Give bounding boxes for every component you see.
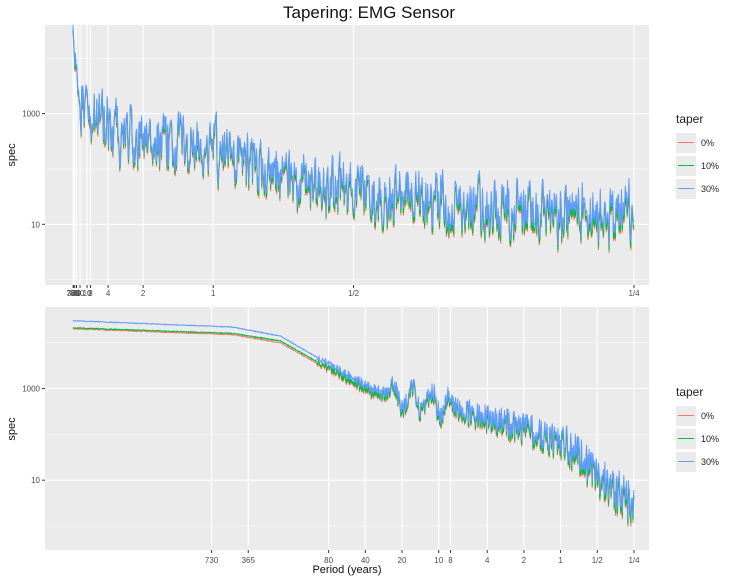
legend-key-10 [676,428,696,449]
legend-key-0 [676,405,696,426]
bottom-x-tick-label: 80 [324,556,333,565]
top-y-tick-label: 10 [31,220,40,229]
bottom-x-tick-label: 2 [522,556,527,565]
top-x-tick-label: 365 [67,289,81,298]
top-y-axis-title: spec [6,143,18,167]
bottom-plot: 10 1000 730 365 80 40 20 10 8 4 2 1 1/2 1/4 spec [6,307,649,565]
bottom-legend-item-0: 0% [676,404,738,427]
bottom-x-tick-label: 1/4 [628,556,640,565]
x-axis-title: Period (years) [312,564,382,576]
bottom-y-tick-label: 10 [31,476,40,485]
bottom-series-line-10% [72,327,635,524]
bottom-x-tick-label: 730 [205,556,219,565]
top-x-tick-label: 1 [211,289,216,298]
top-series-line-30% [72,24,635,245]
top-legend-item-30: 30% [676,177,738,200]
bottom-series [72,319,635,527]
legend-label-30: 30% [701,456,720,467]
bottom-x-tick-label: 365 [242,556,256,565]
bottom-y-axis-title: spec [6,417,18,441]
legend-label-10: 10% [701,160,720,171]
bottom-legend-item-30: 30% [676,450,738,473]
top-x-tick-label: 20 [76,289,85,298]
legend-key-30 [676,178,696,199]
bottom-legend-title: taper [676,385,704,399]
top-x-tick-label: 10 [83,289,92,298]
top-y-axis: 10 1000 [22,110,45,229]
bottom-legend-item-10: 10% [676,427,738,450]
bottom-x-axis: 730 365 80 40 20 10 8 4 2 1 1/2 1/4 [205,550,640,565]
bottom-x-tick-label: 1/2 [592,556,604,565]
top-x-tick-label: 80 [70,289,79,298]
top-x-tick-label: 2 [141,289,146,298]
bottom-y-tick-label: 1000 [22,385,40,394]
bottom-legend: taper 0% 10% 30% [676,385,738,473]
bottom-x-tick-label: 8 [448,556,453,565]
legend-key-10 [676,155,696,176]
bottom-x-tick-label: 20 [398,556,407,565]
legend-label-0: 0% [701,410,715,421]
bottom-x-tick-label: 1 [558,556,563,565]
legend-label-30: 30% [701,183,720,194]
bottom-series-line-30% [72,319,635,519]
top-panel-background [45,25,649,285]
chart-title: Tapering: EMG Sensor [283,3,455,22]
top-x-tick-label: 730 [67,289,81,298]
top-series [72,24,635,253]
legend-label-10: 10% [701,433,720,444]
bottom-x-tick-label: 40 [361,556,370,565]
legend-label-0: 0% [701,137,715,148]
top-x-tick-label: 8 [88,289,93,298]
top-x-tick-label: 1/2 [348,289,360,298]
bottom-y-axis: 10 1000 [22,385,45,485]
top-x-tick-label: 1/4 [628,289,640,298]
bottom-x-tick-label: 4 [485,556,490,565]
top-legend: taper 0% 10% 30% [676,112,738,200]
bottom-panel-background [45,307,649,550]
top-legend-title: taper [676,112,704,126]
top-y-tick-label: 1000 [22,110,40,119]
top-x-tick-label: 4 [106,289,111,298]
top-legend-item-10: 10% [676,154,738,177]
legend-key-30 [676,451,696,472]
legend-key-0 [676,132,696,153]
bottom-x-tick-label: 10 [434,556,443,565]
top-x-tick-label: 40 [72,289,81,298]
top-legend-item-0: 0% [676,131,738,154]
